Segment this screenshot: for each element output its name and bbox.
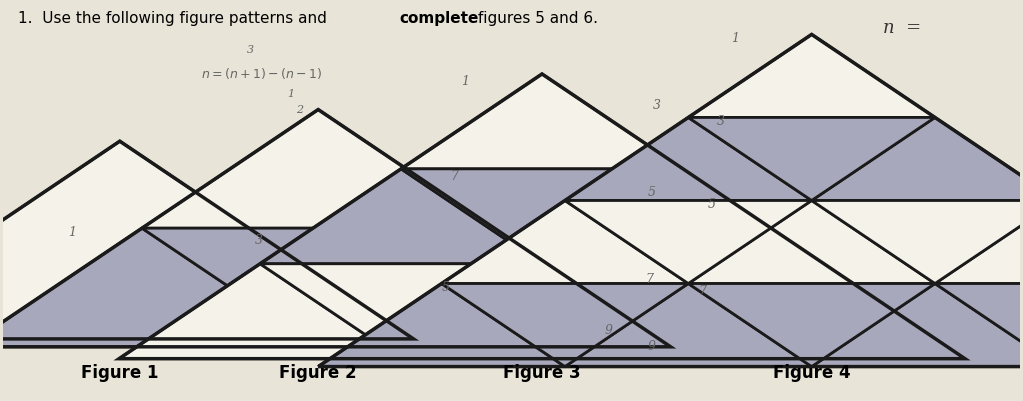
Polygon shape [565, 284, 811, 367]
Text: 7: 7 [450, 170, 458, 183]
Text: 9: 9 [648, 340, 656, 353]
Polygon shape [565, 117, 811, 200]
Polygon shape [0, 141, 413, 339]
Text: 5: 5 [441, 281, 449, 294]
Polygon shape [318, 228, 671, 347]
Polygon shape [260, 264, 542, 358]
Text: complete: complete [400, 11, 479, 26]
Text: Figure 4: Figure 4 [772, 365, 850, 383]
Polygon shape [688, 200, 935, 284]
Polygon shape [565, 200, 811, 284]
Text: 7: 7 [699, 285, 707, 298]
Text: Figure 2: Figure 2 [279, 365, 357, 383]
Polygon shape [688, 117, 935, 200]
Polygon shape [119, 264, 401, 358]
Text: 3: 3 [247, 45, 254, 55]
Polygon shape [542, 169, 824, 264]
Polygon shape [142, 228, 494, 347]
Text: 2: 2 [297, 105, 304, 115]
Polygon shape [401, 264, 683, 358]
Text: 7: 7 [646, 273, 654, 286]
Polygon shape [142, 109, 494, 228]
Polygon shape [401, 74, 683, 169]
Text: 3: 3 [653, 99, 661, 112]
Text: 9: 9 [605, 324, 612, 338]
Polygon shape [401, 169, 683, 264]
Text: figures 5 and 6.: figures 5 and 6. [473, 11, 597, 26]
Text: Figure 1: Figure 1 [81, 365, 159, 383]
Polygon shape [811, 200, 1023, 284]
Text: n  =: n = [883, 18, 921, 36]
Polygon shape [542, 264, 824, 358]
Polygon shape [688, 34, 935, 117]
Text: 1: 1 [68, 226, 76, 239]
Polygon shape [811, 284, 1023, 367]
Text: 1: 1 [287, 89, 295, 99]
Polygon shape [683, 264, 965, 358]
Text: 3: 3 [255, 233, 263, 247]
Polygon shape [260, 169, 542, 264]
Text: 1.  Use the following figure patterns and: 1. Use the following figure patterns and [18, 11, 331, 26]
Text: 5: 5 [648, 186, 656, 199]
Text: 5: 5 [708, 198, 716, 211]
Text: $n=(n+1)-(n-1)$: $n=(n+1)-(n-1)$ [202, 67, 322, 81]
Text: 1: 1 [731, 32, 740, 45]
Polygon shape [935, 284, 1023, 367]
Polygon shape [811, 117, 1023, 200]
Polygon shape [0, 228, 318, 347]
Polygon shape [442, 200, 688, 284]
Polygon shape [935, 200, 1023, 284]
Polygon shape [318, 284, 565, 367]
Text: 1: 1 [460, 75, 469, 88]
Text: 3: 3 [717, 115, 725, 128]
Polygon shape [442, 284, 688, 367]
Text: Figure 3: Figure 3 [503, 365, 581, 383]
Polygon shape [688, 284, 935, 367]
